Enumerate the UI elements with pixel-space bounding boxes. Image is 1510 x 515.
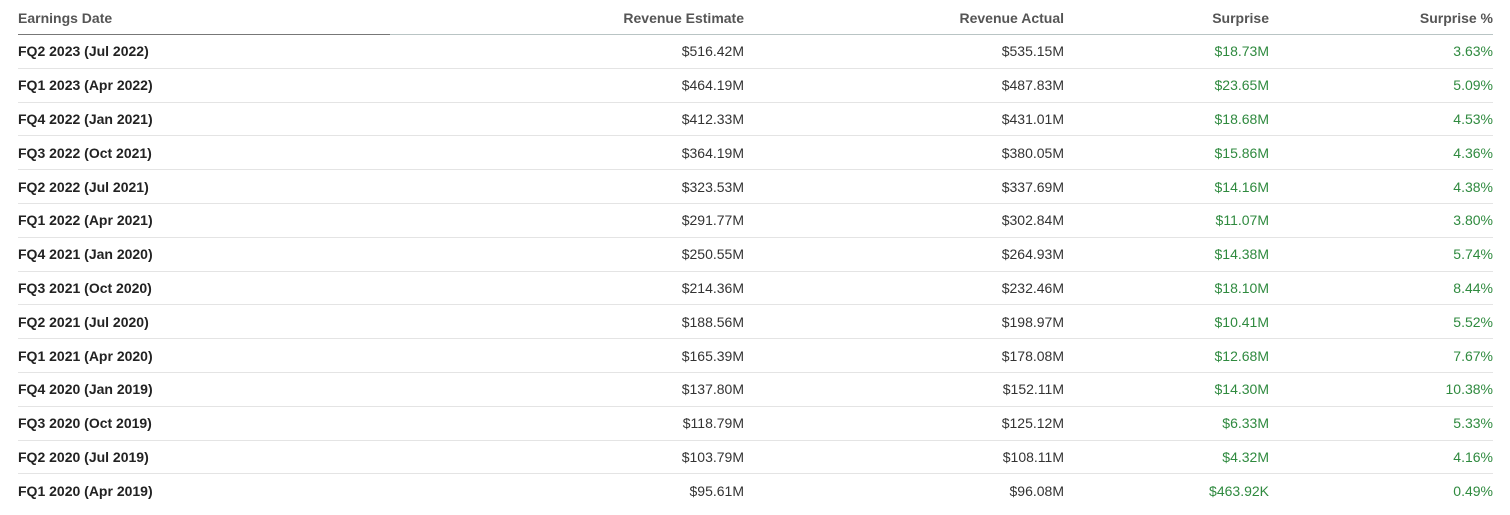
table-row: FQ2 2020 (Jul 2019) $103.79M $108.11M $4.32… [18,441,1493,475]
cell-earnings-date: FQ1 2023 (Apr 2022) [18,77,153,94]
cell-revenue-estimate: $464.19M [681,77,744,94]
table-row: FQ4 2021 (Jan 2020) $250.55M $264.93M $14.3… [18,238,1493,272]
cell-revenue-estimate: $364.19M [681,144,744,161]
cell-revenue-actual: $337.69M [1001,178,1064,195]
cell-revenue-actual: $431.01M [1001,110,1064,127]
table-row: FQ3 2021 (Oct 2020) $214.36M $232.46M $18.1… [18,272,1493,306]
cell-surprise-percent: 5.74% [1453,246,1493,263]
cell-surprise-percent: 4.53% [1453,110,1493,127]
cell-revenue-actual: $108.11M [1002,448,1064,465]
cell-earnings-date: FQ1 2020 (Apr 2019) [18,483,153,500]
cell-earnings-date: FQ2 2021 (Jul 2020) [18,313,149,330]
cell-surprise-percent: 4.16% [1453,448,1493,465]
cell-surprise-percent: 5.52% [1453,313,1493,330]
cell-surprise-percent: 8.44% [1453,279,1493,296]
table-row: FQ3 2022 (Oct 2021) $364.19M $380.05M $15.8… [18,136,1493,171]
cell-surprise: $23.65M [1214,77,1269,94]
cell-revenue-actual: $487.83M [1001,77,1064,94]
cell-surprise: $4.32M [1222,448,1269,465]
header-revenue-estimate[interactable]: Revenue Estimate [623,10,744,26]
cell-surprise-percent: 7.67% [1453,347,1493,364]
cell-surprise-percent: 0.49% [1453,483,1493,500]
cell-surprise: $14.16M [1214,178,1269,195]
cell-surprise-percent: 5.09% [1453,77,1493,94]
cell-surprise-percent: 3.80% [1453,212,1493,229]
table-body: FQ2 2023 (Jul 2022) $516.42M $535.15M $18.7… [18,35,1493,508]
table-row: FQ4 2022 (Jan 2021) $412.33M $431.01M $18.6… [18,103,1493,137]
cell-revenue-estimate: $412.33M [681,110,744,127]
header-earnings-date[interactable]: Earnings Date [18,10,113,26]
cell-earnings-date: FQ1 2022 (Apr 2021) [18,212,153,229]
header-surprise-percent[interactable]: Surprise % [1419,10,1493,26]
cell-earnings-date: FQ4 2022 (Jan 2021) [18,110,153,127]
cell-surprise: $18.10M [1214,279,1269,296]
cell-revenue-actual: $264.93M [1001,246,1064,263]
cell-revenue-estimate: $165.39M [681,347,744,364]
cell-revenue-estimate: $250.55M [681,246,744,263]
cell-surprise: $12.68M [1214,347,1269,364]
cell-revenue-estimate: $214.36M [681,279,744,296]
cell-earnings-date: FQ2 2020 (Jul 2019) [18,448,149,465]
cell-earnings-date: FQ2 2022 (Jul 2021) [18,178,149,195]
cell-earnings-date: FQ3 2022 (Oct 2021) [18,144,152,161]
cell-revenue-actual: $96.08M [1009,483,1064,500]
table-row: FQ1 2023 (Apr 2022) $464.19M $487.83M $23.6… [18,69,1493,103]
header-surprise[interactable]: Surprise [1212,10,1269,26]
cell-revenue-estimate: $137.80M [681,381,744,398]
table-row: FQ2 2023 (Jul 2022) $516.42M $535.15M $18.7… [18,35,1493,69]
cell-surprise: $15.86M [1214,144,1269,161]
cell-surprise: $14.38M [1214,246,1269,263]
cell-revenue-estimate: $291.77M [681,212,744,229]
cell-surprise: $10.41M [1214,313,1269,330]
cell-revenue-estimate: $323.53M [681,178,744,195]
cell-earnings-date: FQ3 2021 (Oct 2020) [18,279,152,296]
cell-surprise-percent: 10.38% [1445,381,1493,398]
cell-surprise: $18.73M [1214,43,1269,60]
cell-revenue-estimate: $103.79M [681,448,744,465]
table-row: FQ2 2021 (Jul 2020) $188.56M $198.97M $10.4… [18,305,1493,340]
table-row: FQ1 2020 (Apr 2019) $95.61M $96.08M $463.92… [18,474,1493,508]
cell-revenue-actual: $198.97M [1001,313,1064,330]
cell-revenue-estimate: $516.42M [681,43,744,60]
cell-surprise: $18.68M [1214,110,1269,127]
table-header: Earnings Date Revenue Estimate Revenue A… [18,0,1493,35]
cell-surprise-percent: 4.38% [1453,178,1493,195]
cell-revenue-actual: $380.05M [1001,144,1064,161]
cell-revenue-actual: $232.46M [1001,279,1064,296]
cell-surprise: $463.92K [1209,483,1269,500]
cell-revenue-estimate: $188.56M [681,313,744,330]
cell-revenue-actual: $152.11M [1002,381,1064,398]
cell-earnings-date: FQ3 2020 (Oct 2019) [18,415,152,432]
cell-revenue-actual: $178.08M [1001,347,1064,364]
header-divider-light [390,34,1493,35]
cell-revenue-estimate: $95.61M [689,483,744,500]
header-revenue-actual[interactable]: Revenue Actual [959,10,1064,26]
table-row: FQ3 2020 (Oct 2019) $118.79M $125.12M $6.33… [18,407,1493,441]
table-row: FQ4 2020 (Jan 2019) $137.80M $152.11M $14.3… [18,373,1493,407]
header-divider-dark [18,34,390,35]
cell-surprise: $6.33M [1222,415,1269,432]
cell-revenue-actual: $302.84M [1001,212,1064,229]
table-row: FQ1 2021 (Apr 2020) $165.39M $178.08M $12.6… [18,339,1493,373]
cell-earnings-date: FQ2 2023 (Jul 2022) [18,43,149,60]
table-row: FQ1 2022 (Apr 2021) $291.77M $302.84M $11.0… [18,204,1493,238]
cell-revenue-actual: $535.15M [1001,43,1064,60]
table-row: FQ2 2022 (Jul 2021) $323.53M $337.69M $14.1… [18,170,1493,204]
cell-surprise: $11.07M [1215,212,1269,229]
cell-surprise: $14.30M [1214,381,1269,398]
cell-earnings-date: FQ1 2021 (Apr 2020) [18,347,153,364]
cell-surprise-percent: 3.63% [1453,43,1493,60]
cell-surprise-percent: 4.36% [1453,144,1493,161]
earnings-table: Earnings Date Revenue Estimate Revenue A… [18,0,1493,508]
cell-surprise-percent: 5.33% [1453,415,1493,432]
cell-earnings-date: FQ4 2020 (Jan 2019) [18,381,153,398]
cell-earnings-date: FQ4 2021 (Jan 2020) [18,246,153,263]
cell-revenue-estimate: $118.79M [682,415,744,432]
cell-revenue-actual: $125.12M [1001,415,1064,432]
